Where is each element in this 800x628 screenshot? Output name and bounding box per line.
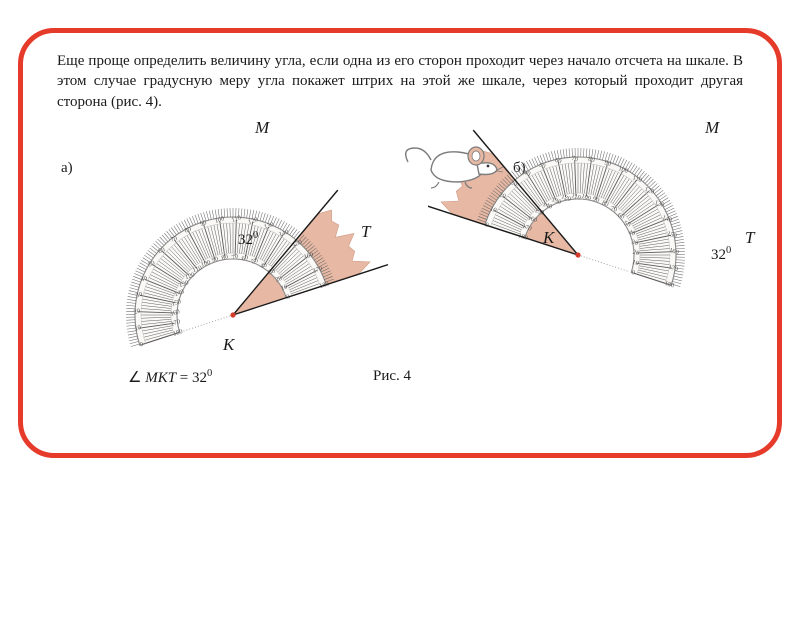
angle-eqn-val: = 32 xyxy=(176,370,207,386)
angle-value-b: 32 xyxy=(711,247,726,263)
angle-eqn-deg: 0 xyxy=(207,368,212,379)
mouse-illustration xyxy=(403,130,503,205)
angle-symbol: ∠ xyxy=(128,370,145,386)
vertex-K-b: K xyxy=(543,228,554,248)
explanatory-paragraph: Еще проще определить величину угла, если… xyxy=(23,33,777,120)
angle-reading-a: 320 xyxy=(238,230,258,249)
figure-area: а) б) 1800170101602015030140401305012060… xyxy=(23,120,777,420)
figure-caption: Рис. 4 xyxy=(373,368,411,385)
svg-text:110: 110 xyxy=(570,192,581,202)
degree-symbol-a: 0 xyxy=(253,230,258,241)
angle-value-a: 32 xyxy=(238,232,253,248)
vertex-K-a: K xyxy=(223,335,234,355)
angle-reading-b: 320 xyxy=(711,245,731,264)
degree-symbol-b: 0 xyxy=(726,245,731,256)
vertex-T-b: T xyxy=(745,228,754,248)
angle-name: MKT xyxy=(145,370,176,386)
svg-text:100: 100 xyxy=(200,259,211,269)
textbook-frame: Еще проще определить величину угла, если… xyxy=(18,28,782,458)
svg-text:180: 180 xyxy=(664,280,675,290)
svg-text:140: 140 xyxy=(174,288,185,298)
vertex-M-a: M xyxy=(255,118,269,138)
vertex-T-a: T xyxy=(361,222,370,242)
diagram-a: 1800170101602015030140401305012060110701… xyxy=(63,120,403,405)
svg-text:130: 130 xyxy=(178,279,189,289)
angle-equation: ∠ MKT = 320 xyxy=(128,368,212,387)
vertex-M-b: M xyxy=(705,118,719,138)
